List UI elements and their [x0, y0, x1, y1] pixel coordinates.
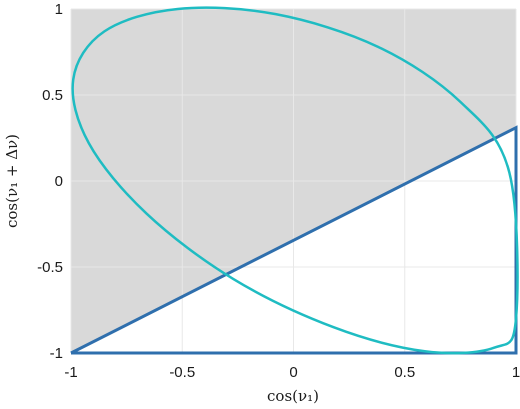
ellipse-series-line — [71, 6, 519, 355]
y-tick-label: -0.5 — [37, 259, 63, 276]
y-tick-label: 0.5 — [42, 87, 63, 104]
x-axis-label: cos(ν₁) — [267, 387, 319, 405]
x-tick-label: -1 — [64, 364, 77, 381]
y-tick-labels: 1 0.5 0 -0.5 -1 — [37, 1, 63, 362]
x-tick-label: 0 — [289, 364, 297, 381]
y-axis-label: cos(ν₁ + Δν) — [3, 134, 21, 228]
x-tick-labels: -1 -0.5 0 0.5 1 — [64, 364, 520, 381]
y-tick-label: -1 — [50, 345, 63, 362]
x-tick-label: -0.5 — [169, 364, 195, 381]
y-tick-label: 0 — [55, 173, 63, 190]
x-tick-label: 1 — [512, 364, 520, 381]
plot-area — [70, 6, 519, 355]
y-tick-label: 1 — [55, 1, 63, 18]
x-tick-label: 0.5 — [394, 364, 415, 381]
